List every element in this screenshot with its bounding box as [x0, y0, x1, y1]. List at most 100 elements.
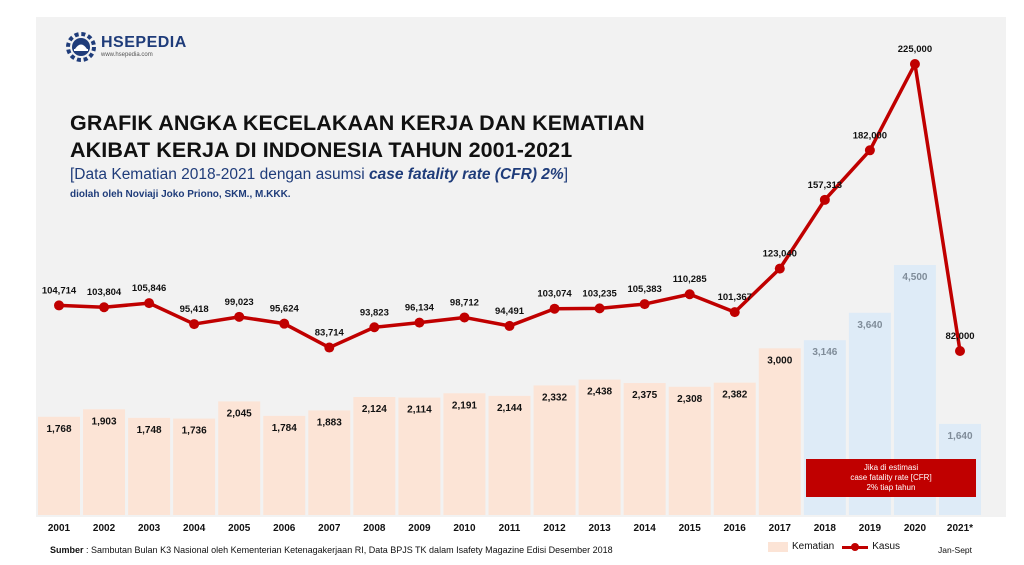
- bar-label-2007: 1,883: [317, 417, 342, 428]
- x-tick-label-2002: 2002: [93, 523, 116, 534]
- line-label-2021*: 82,000: [945, 331, 974, 342]
- line-label-2019: 182,000: [853, 130, 887, 141]
- bar-label-2020: 4,500: [902, 272, 927, 283]
- title-line-2: AKIBAT KERJA DI INDONESIA TAHUN 2001-202…: [70, 138, 573, 162]
- x-tick-label-2012: 2012: [543, 523, 566, 534]
- x-tick-label-2008: 2008: [363, 523, 386, 534]
- point-kasus-2017: [774, 263, 785, 274]
- bar-kematian-2010: [443, 393, 486, 515]
- bar-kematian-2012: [533, 385, 576, 515]
- bar-kematian-2005: [218, 401, 261, 515]
- line-label-2007: 83,714: [315, 328, 345, 339]
- line-label-2014: 105,383: [627, 284, 661, 295]
- x-tick-label-2006: 2006: [273, 523, 296, 534]
- source-label: Sumber: [50, 545, 84, 555]
- bar-label-2008: 2,124: [362, 404, 387, 415]
- bar-kematian-2009: [398, 397, 441, 515]
- x-tick-label-2014: 2014: [634, 523, 657, 534]
- bar-kematian-2006: [263, 415, 306, 515]
- x-tick-label-2010: 2010: [453, 523, 476, 534]
- bar-kematian-2002: [83, 409, 126, 515]
- bar-label-2019: 3,640: [857, 320, 882, 331]
- line-label-2001: 104,714: [42, 285, 77, 296]
- bar-kematian-2004: [173, 418, 216, 515]
- x-tick-label-2018: 2018: [814, 523, 837, 534]
- x-tick-label-2021*: 2021*: [947, 523, 973, 534]
- bar-kematian-2016: [713, 382, 756, 515]
- x-tick-label-2019: 2019: [859, 523, 882, 534]
- point-kasus-2020: [909, 59, 920, 69]
- point-kasus-2013: [594, 303, 605, 314]
- line-label-2002: 103,804: [87, 287, 122, 298]
- brand-name: HSEPEDIA: [101, 34, 187, 51]
- line-label-2020: 225,000: [898, 44, 932, 55]
- bar-kematian-2001: [38, 416, 80, 515]
- subtitle-post: ]: [563, 166, 569, 183]
- brand-logo: HSEPEDIA www.hsepedia.com: [66, 32, 187, 62]
- point-kasus-2019: [864, 145, 875, 156]
- legend-label-kasus: Kasus: [872, 541, 901, 552]
- line-label-2016: 101,367: [718, 292, 752, 303]
- point-kasus-2018: [819, 194, 830, 205]
- chart-legend: Kematian Kasus: [768, 541, 900, 552]
- legend-swatch-kematian: [768, 541, 788, 552]
- bar-label-2015: 2,308: [677, 394, 702, 405]
- source-note: Sumber : Sambutan Bulan K3 Nasional oleh…: [50, 545, 613, 555]
- helmet-gear-icon: [66, 32, 96, 62]
- x-tick-label-2017: 2017: [769, 523, 792, 534]
- x-tick-label-2005: 2005: [228, 523, 251, 534]
- line-label-2010: 98,712: [450, 297, 479, 308]
- bar-label-2001: 1,768: [46, 424, 71, 435]
- estimate-callout: Jika di estimasi case fatality rate [CFR…: [806, 459, 976, 497]
- brand-url: www.hsepedia.com: [101, 52, 153, 58]
- bar-kematian-2007: [308, 410, 351, 515]
- line-label-2006: 95,624: [270, 304, 300, 315]
- bar-kematian-2014: [623, 383, 666, 515]
- bar-kematian-2017: [758, 348, 801, 515]
- line-label-2018: 157,313: [808, 180, 842, 191]
- x-tick-label-2004: 2004: [183, 523, 206, 534]
- point-kasus-2009: [414, 317, 425, 328]
- line-label-2017: 123,040: [763, 249, 797, 260]
- line-label-2011: 94,491: [495, 306, 525, 317]
- subtitle-pre: [Data Kematian 2018-2021 dengan asumsi: [70, 166, 370, 183]
- bar-label-2009: 2,114: [407, 405, 432, 416]
- line-label-2012: 103,074: [537, 289, 572, 300]
- bar-label-2011: 2,144: [497, 403, 522, 414]
- line-label-2008: 93,823: [360, 307, 389, 318]
- line-label-2003: 105,846: [132, 283, 166, 294]
- point-kasus-2012: [549, 303, 560, 314]
- x-tick-label-2003: 2003: [138, 523, 161, 534]
- point-kasus-2002: [99, 302, 110, 313]
- bar-label-2004: 1,736: [182, 426, 207, 437]
- point-kasus-2001: [54, 300, 64, 311]
- x-tick-label-2009: 2009: [408, 523, 431, 534]
- x-tick-label-2007: 2007: [318, 523, 341, 534]
- chart-title: GRAFIK ANGKA KECELAKAAN KERJA DAN KEMATI…: [70, 110, 645, 164]
- point-kasus-2015: [684, 289, 695, 300]
- point-kasus-2008: [369, 322, 380, 333]
- bar-label-2005: 2,045: [227, 408, 252, 419]
- bar-kematian-2013: [578, 379, 621, 515]
- bar-label-2018: 3,146: [812, 347, 837, 358]
- x-tick-label-2013: 2013: [588, 523, 611, 534]
- point-kasus-2007: [324, 342, 335, 353]
- bar-kematian-2015: [668, 386, 711, 515]
- bar-label-2010: 2,191: [452, 400, 477, 411]
- point-kasus-2011: [504, 320, 515, 331]
- subtitle-emphasis: case fatality rate (CFR) 2%: [369, 166, 564, 183]
- x-tick-label-2016: 2016: [724, 523, 747, 534]
- bar-label-2014: 2,375: [632, 390, 657, 401]
- bar-label-2021*: 1,640: [947, 431, 972, 442]
- bar-kematian-2003: [128, 417, 171, 515]
- chart-subtitle: [Data Kematian 2018-2021 dengan asumsi c…: [70, 166, 568, 184]
- bar-label-2016: 2,382: [722, 390, 747, 401]
- point-kasus-2006: [279, 318, 290, 329]
- line-label-2004: 95,418: [180, 304, 209, 315]
- bar-label-2013: 2,438: [587, 387, 612, 398]
- point-kasus-2014: [639, 299, 650, 310]
- title-line-1: GRAFIK ANGKA KECELAKAAN KERJA DAN KEMATI…: [70, 111, 645, 135]
- line-label-2015: 110,285: [673, 274, 708, 285]
- bar-label-2002: 1,903: [92, 416, 117, 427]
